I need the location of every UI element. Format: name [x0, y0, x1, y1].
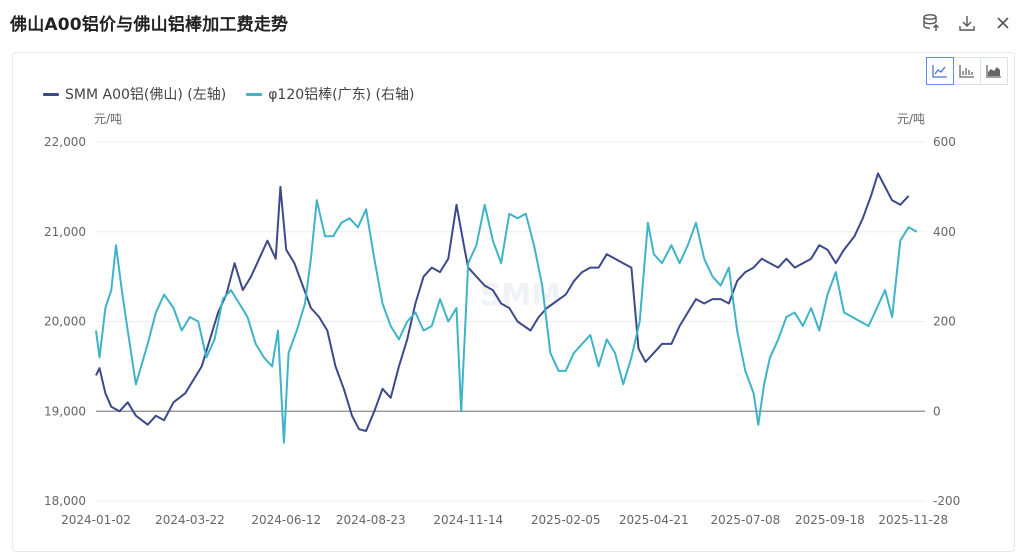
- x-tick-label: 2024-08-23: [336, 513, 406, 527]
- chart-type-switcher: [926, 57, 1008, 85]
- header-actions: [920, 12, 1014, 34]
- y-right-tick-label: 600: [933, 135, 956, 149]
- x-tick-label: 2024-03-22: [155, 513, 225, 527]
- legend-item-left-series[interactable]: SMM A00铝(佛山) (左轴): [43, 84, 226, 104]
- legend-swatch: [43, 92, 59, 96]
- y-left-unit: 元/吨: [94, 112, 122, 126]
- close-icon[interactable]: [992, 12, 1014, 34]
- y-left-tick-label: 20,000: [44, 315, 86, 329]
- x-tick-label: 2025-04-21: [619, 513, 689, 527]
- x-tick-label: 2024-06-12: [251, 513, 321, 527]
- y-left-tick-label: 22,000: [44, 135, 86, 149]
- x-tick-label: 2025-09-18: [795, 513, 865, 527]
- y-left-tick-label: 19,000: [44, 404, 86, 418]
- y-left-tick-label: 21,000: [44, 225, 86, 239]
- legend-item-right-series[interactable]: φ120铝棒(广东) (右轴): [246, 84, 414, 104]
- legend-label: SMM A00铝(佛山) (左轴): [65, 87, 227, 103]
- x-tick-label: 2024-01-02: [61, 513, 131, 527]
- x-tick-label: 2025-07-08: [710, 513, 780, 527]
- line-chart-icon[interactable]: [926, 57, 954, 85]
- y-right-tick-label: 400: [933, 225, 956, 239]
- y-right-unit: 元/吨: [897, 112, 925, 126]
- download-icon[interactable]: [956, 12, 978, 34]
- y-right-tick-label: 200: [933, 315, 956, 329]
- y-right-tick-label: 0: [933, 404, 941, 418]
- chart-legend: SMM A00铝(佛山) (左轴) φ120铝棒(广东) (右轴): [43, 84, 414, 104]
- series-line-right: [95, 199, 918, 444]
- x-tick-label: 2025-02-05: [531, 513, 601, 527]
- y-left-tick-label: 18,000: [44, 494, 86, 508]
- x-tick-label: 2024-11-14: [433, 513, 503, 527]
- legend-swatch: [246, 92, 263, 96]
- x-tick-label: 2025-11-28: [878, 513, 948, 527]
- area-chart-icon[interactable]: [980, 57, 1008, 85]
- series-line-left: [95, 172, 910, 432]
- database-export-icon[interactable]: [920, 12, 942, 34]
- legend-label: φ120铝棒(广东) (右轴): [268, 87, 415, 103]
- page-title: 佛山A00铝价与佛山铝棒加工费走势: [10, 15, 289, 35]
- y-right-tick-label: -200: [933, 494, 960, 508]
